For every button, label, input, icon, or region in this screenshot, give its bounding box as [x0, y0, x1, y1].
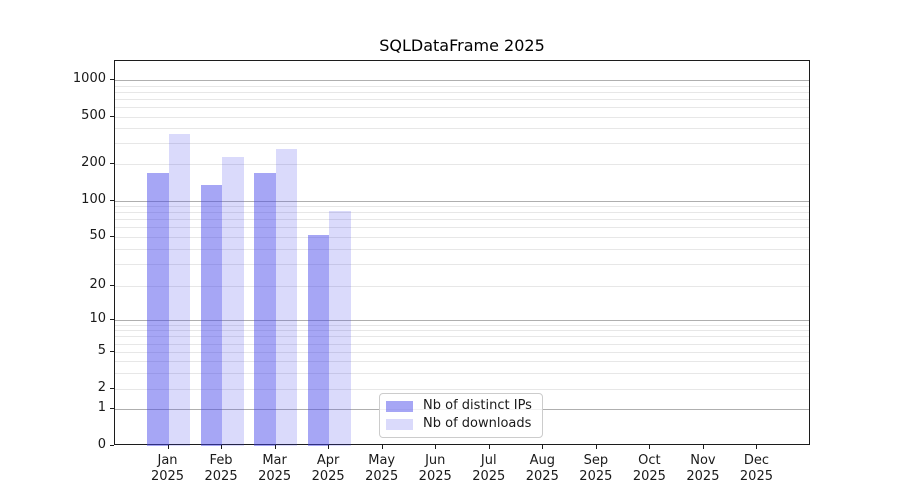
y-tick-mark [110, 388, 114, 389]
y-tick-label: 1 [40, 400, 106, 416]
x-tick-label: Jul 2025 [461, 453, 517, 485]
x-tick-mark [649, 445, 650, 449]
x-tick-label: May 2025 [354, 453, 410, 485]
grid-line-minor [115, 164, 809, 165]
legend-swatch-distinct-ips [386, 401, 413, 412]
x-tick-mark [756, 445, 757, 449]
y-tick-label: 50 [40, 228, 106, 244]
grid-line-minor [115, 117, 809, 118]
y-tick-mark [110, 285, 114, 286]
y-tick-mark [110, 200, 114, 201]
x-tick-mark [168, 445, 169, 449]
x-tick-mark [596, 445, 597, 449]
y-tick-label: 20 [40, 277, 106, 293]
y-tick-mark [110, 236, 114, 237]
y-tick-label: 1000 [40, 71, 106, 87]
bar-downloads-mar [276, 149, 298, 446]
legend-item-distinct-ips: Nb of distinct IPs [386, 397, 532, 415]
x-tick-label: Jun 2025 [407, 453, 463, 485]
bar-distinct-ips-feb [201, 185, 223, 446]
x-tick-label: Oct 2025 [621, 453, 677, 485]
grid-line-minor [115, 107, 809, 108]
y-tick-mark [110, 445, 114, 446]
bar-downloads-feb [222, 157, 244, 446]
grid-line-major [115, 80, 809, 81]
bar-downloads-apr [329, 211, 351, 446]
y-tick-mark [110, 319, 114, 320]
bar-distinct-ips-mar [254, 173, 276, 446]
x-tick-mark [489, 445, 490, 449]
y-tick-label: 100 [40, 192, 106, 208]
y-tick-label: 2 [40, 380, 106, 396]
grid-line-minor [115, 128, 809, 129]
x-tick-label: Nov 2025 [675, 453, 731, 485]
x-tick-label: Apr 2025 [300, 453, 356, 485]
y-tick-mark [110, 79, 114, 80]
x-tick-mark [435, 445, 436, 449]
chart-figure: SQLDataFrame 2025 0 1 2 5 10 20 50 100 200 500 100… [0, 0, 900, 500]
y-tick-mark [110, 408, 114, 409]
chart-title: SQLDataFrame 2025 [114, 37, 810, 55]
y-tick-label: 5 [40, 343, 106, 359]
legend-label-distinct-ips: Nb of distinct IPs [423, 398, 532, 414]
y-tick-label: 10 [40, 311, 106, 327]
y-tick-label: 500 [40, 108, 106, 124]
y-tick-mark [110, 351, 114, 352]
legend-swatch-downloads [386, 419, 413, 430]
bar-downloads-jan [169, 134, 191, 446]
x-tick-label: Mar 2025 [247, 453, 303, 485]
grid-line-minor [115, 99, 809, 100]
x-tick-label: Aug 2025 [514, 453, 570, 485]
legend-label-downloads: Nb of downloads [423, 416, 531, 432]
x-tick-label: Sep 2025 [568, 453, 624, 485]
x-tick-mark [328, 445, 329, 449]
y-tick-label: 200 [40, 155, 106, 171]
grid-line-minor [115, 86, 809, 87]
x-tick-label: Feb 2025 [193, 453, 249, 485]
grid-line-minor [115, 143, 809, 144]
x-tick-mark [703, 445, 704, 449]
y-tick-mark [110, 116, 114, 117]
bar-distinct-ips-jan [147, 173, 169, 446]
legend: Nb of distinct IPs Nb of downloads [379, 393, 543, 438]
grid-line-minor [115, 92, 809, 93]
y-tick-label: 0 [40, 437, 106, 453]
bar-distinct-ips-apr [308, 235, 330, 446]
x-tick-mark [275, 445, 276, 449]
x-tick-mark [542, 445, 543, 449]
y-tick-mark [110, 163, 114, 164]
legend-item-downloads: Nb of downloads [386, 415, 532, 433]
x-tick-mark [221, 445, 222, 449]
plot-area [114, 60, 810, 445]
x-tick-label: Jan 2025 [140, 453, 196, 485]
x-tick-mark [382, 445, 383, 449]
x-tick-label: Dec 2025 [728, 453, 784, 485]
